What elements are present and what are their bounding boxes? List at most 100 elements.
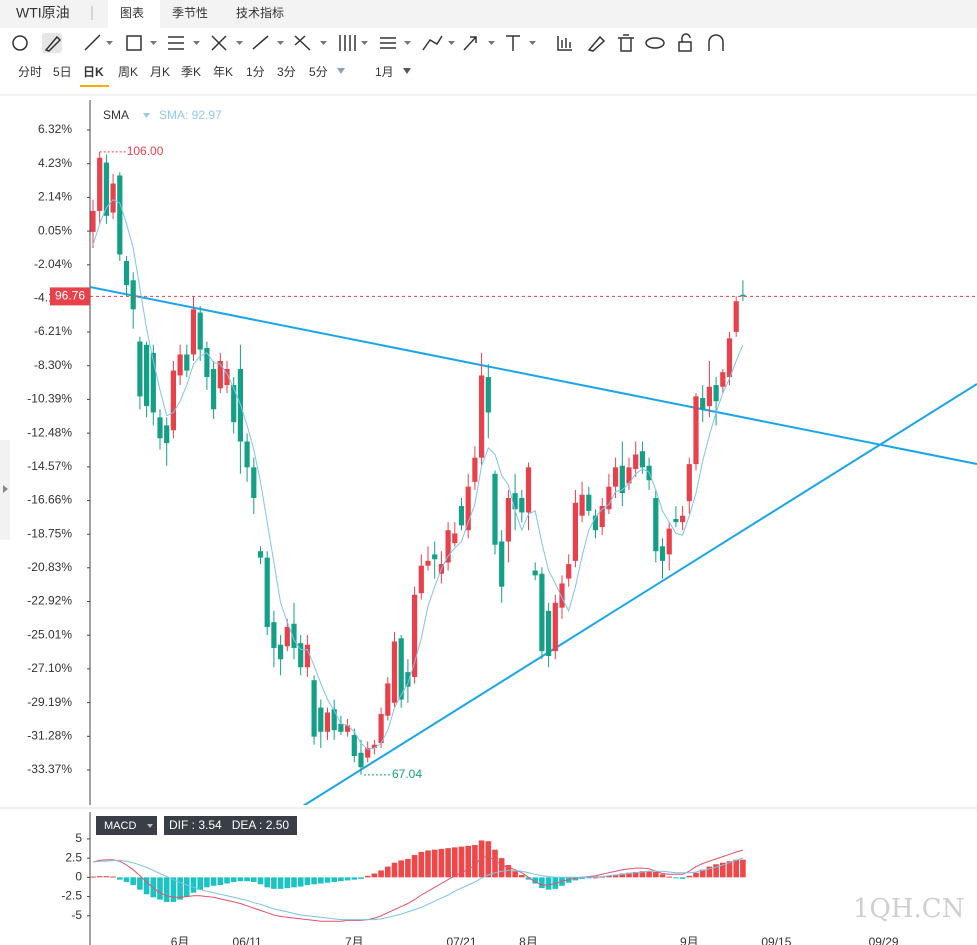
tab[interactable]: 季节性 (172, 6, 208, 20)
macd-bar (96, 876, 103, 878)
tool-icon[interactable] (126, 35, 142, 51)
y-tick-label: -27.10% (27, 661, 72, 675)
period[interactable]: 3分 (277, 65, 296, 79)
dropdown-arrow[interactable] (403, 68, 411, 74)
period[interactable]: 5分 (309, 65, 328, 79)
dropdown-arrow[interactable] (337, 68, 345, 74)
macd-bar (686, 875, 693, 878)
tool-icon[interactable] (211, 35, 227, 51)
dropdown-arrow (143, 113, 150, 118)
last-price-tag (50, 287, 90, 306)
candle-body (666, 528, 672, 555)
tool-icon[interactable] (422, 35, 443, 51)
candle-body (733, 301, 739, 332)
tool-icon[interactable] (618, 34, 634, 52)
period[interactable]: 年K (213, 65, 233, 79)
y-tick-label: 0.05% (38, 223, 72, 237)
candle-body (97, 157, 103, 211)
x-tick-label: 09/15 (761, 935, 791, 945)
period[interactable]: 分时 (18, 65, 42, 79)
macd-bar (110, 876, 116, 878)
y-tick-label: 6.32% (38, 122, 72, 136)
candle-body (271, 622, 277, 648)
period[interactable]: 季K (181, 65, 201, 79)
macd-bar (364, 875, 371, 878)
candle-body (331, 709, 337, 731)
candle-body (700, 397, 706, 410)
tool-icon[interactable] (84, 34, 101, 51)
macd-bar (498, 858, 505, 878)
watermark: 1QH.CN (853, 894, 964, 924)
macd-badge[interactable] (96, 816, 157, 835)
toolbar (12, 33, 724, 53)
macd-bar (673, 877, 679, 879)
tool-icon[interactable] (252, 35, 269, 50)
side-arrow[interactable] (3, 485, 8, 493)
tab[interactable]: 技术指标 (236, 5, 284, 20)
macd-bar (224, 877, 230, 884)
period[interactable]: 1月 (375, 65, 394, 79)
macd-bar (639, 871, 646, 878)
tool-icon[interactable] (294, 35, 311, 51)
tool-icon[interactable] (557, 36, 572, 51)
macd-bar (726, 861, 733, 878)
y-tick-label: -33.37% (27, 762, 72, 776)
macd-bar (358, 877, 364, 879)
candle-body (391, 641, 398, 703)
candle-body (371, 744, 377, 748)
macd-bar (90, 876, 96, 878)
tool-icon[interactable] (380, 37, 396, 49)
candle-body (432, 554, 438, 560)
candle-body (110, 183, 116, 213)
macd-bar (465, 845, 471, 878)
y-tick-label: -2.5 (61, 889, 82, 903)
candle-body (566, 564, 572, 579)
tool-icon[interactable] (12, 35, 28, 51)
tool-icon[interactable] (44, 35, 62, 52)
period[interactable]: 1分 (246, 65, 265, 79)
period-active[interactable]: 日K (83, 65, 104, 79)
period-bar: 分时 5日 日K 周K 月K 季K 年K 1分 3分 5分 1月 (18, 65, 411, 87)
y-tick-label: 2.5 (65, 850, 82, 864)
x-tick-label: 9月 (680, 935, 699, 945)
trend-line[interactable] (302, 383, 977, 806)
macd-bar (398, 860, 404, 878)
chart-layer: 6.32%4.23%2.14%0.05%-2.04%-4.13%-6.21%-8… (27, 122, 977, 945)
period[interactable]: 月K (150, 65, 170, 79)
y-tick-label: -31.28% (27, 728, 72, 742)
instrument-name[interactable]: WTI原油 (16, 5, 70, 21)
drawings (90, 286, 977, 806)
tool-icon[interactable] (678, 41, 692, 52)
macd-bar (304, 877, 311, 886)
tool-icon[interactable] (168, 36, 184, 50)
macd-bar (659, 874, 666, 878)
macd-bar (586, 877, 592, 879)
tool-icon[interactable] (645, 37, 665, 49)
y-tick-label: -22.92% (27, 594, 72, 608)
macd-bar (237, 877, 244, 882)
period[interactable]: 周K (118, 65, 138, 79)
candle-body (103, 162, 109, 216)
candle-body (680, 515, 686, 523)
tab[interactable]: 图表 (120, 6, 144, 20)
tool-icon[interactable] (587, 35, 606, 52)
tool-icon[interactable] (339, 35, 356, 51)
candle-body (479, 375, 485, 458)
trend-line[interactable] (90, 286, 977, 465)
period[interactable]: 5日 (53, 65, 72, 79)
tool-icon[interactable] (463, 36, 477, 51)
macd-bar (291, 877, 297, 888)
tool-icon[interactable] (506, 35, 520, 51)
candle-body (398, 638, 404, 700)
candle-body (345, 725, 351, 732)
macd-bar (485, 841, 492, 878)
tool-icon[interactable] (681, 33, 691, 42)
candle-body (385, 683, 391, 716)
candle-body (251, 467, 257, 498)
y-tick-label: 4.23% (38, 156, 72, 170)
tool-icon[interactable] (708, 34, 724, 51)
macd-bar (170, 877, 177, 902)
macd-bar (163, 877, 170, 902)
